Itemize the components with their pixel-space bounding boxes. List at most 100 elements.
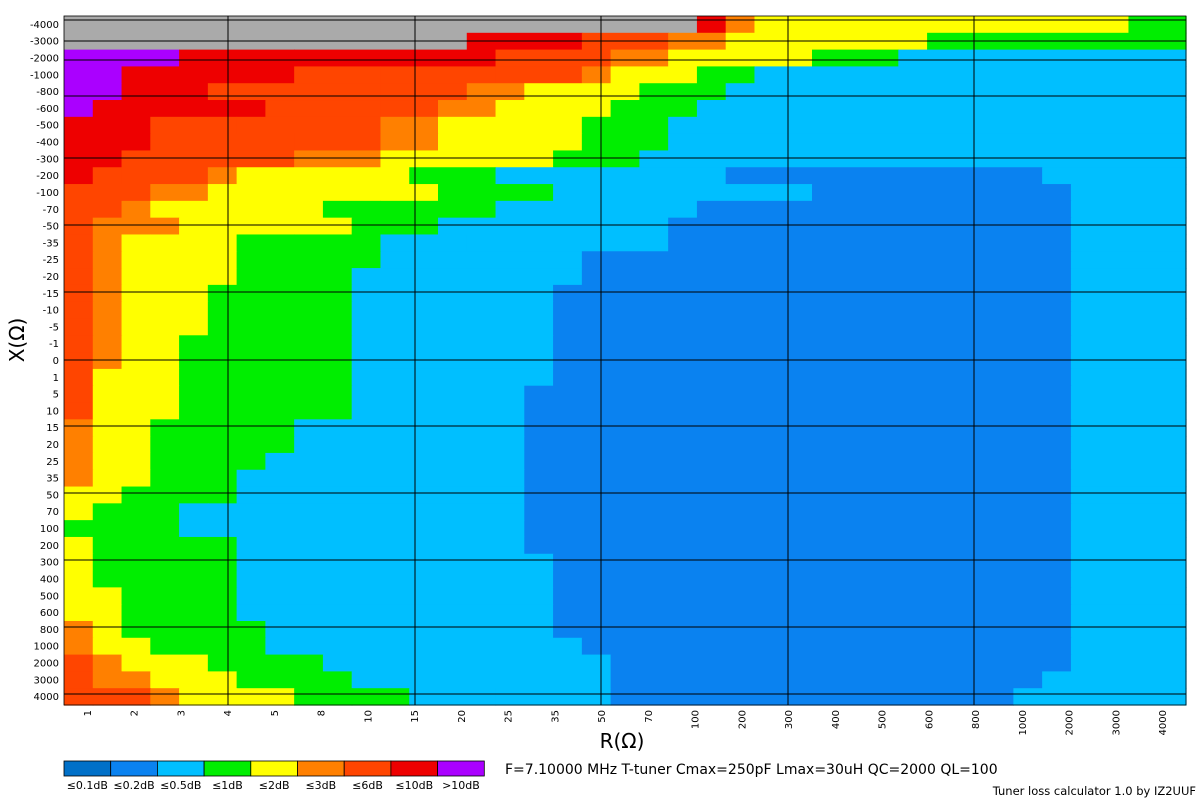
heatmap-cell bbox=[409, 268, 583, 286]
heatmap-cell bbox=[553, 553, 1072, 572]
heatmap-cell bbox=[898, 16, 1130, 34]
heatmap-cell bbox=[64, 301, 94, 320]
heatmap-cell bbox=[1070, 284, 1187, 303]
heatmap-cell bbox=[121, 335, 151, 353]
heatmap-cell bbox=[92, 486, 123, 504]
heatmap-cell bbox=[150, 335, 180, 353]
heatmap-cell bbox=[179, 570, 238, 588]
heatmap-cells bbox=[63, 15, 1187, 706]
heatmap-cell bbox=[64, 654, 94, 672]
heatmap-cell bbox=[553, 184, 640, 202]
heatmap-cell bbox=[64, 167, 94, 185]
heatmap-cell bbox=[409, 436, 525, 454]
heatmap-cell bbox=[121, 503, 180, 521]
heatmap-cell bbox=[351, 268, 410, 286]
x-tick-label: 50 bbox=[597, 710, 608, 723]
heatmap-cell bbox=[236, 604, 410, 622]
legend-swatch bbox=[110, 760, 158, 777]
legend-swatch bbox=[390, 760, 438, 777]
heatmap-cell bbox=[121, 301, 151, 320]
heatmap-cell bbox=[524, 469, 1072, 488]
legend-swatch bbox=[63, 760, 112, 777]
heatmap-cell bbox=[639, 83, 727, 101]
heatmap-cell bbox=[380, 167, 410, 185]
heatmap-cell bbox=[121, 83, 209, 101]
heatmap-cell bbox=[150, 587, 238, 605]
heatmap-cell bbox=[121, 352, 151, 370]
x-tick-label: 25 bbox=[504, 710, 515, 723]
heatmap-cell bbox=[121, 452, 151, 471]
heatmap-cell bbox=[495, 66, 583, 84]
heatmap-cell bbox=[121, 520, 180, 538]
heatmap-cell bbox=[121, 150, 180, 168]
heatmap-cell bbox=[409, 469, 525, 488]
heatmap-cell bbox=[294, 368, 353, 387]
heatmap-cell bbox=[351, 318, 410, 336]
heatmap-cell bbox=[1070, 604, 1187, 622]
heatmap-cell bbox=[1070, 301, 1187, 320]
heatmap-cell bbox=[725, 83, 1187, 101]
heatmap-cell bbox=[351, 352, 410, 370]
heatmap-cell bbox=[179, 368, 295, 387]
heatmap-cell bbox=[64, 520, 94, 538]
heatmap-cell bbox=[294, 234, 382, 252]
heatmap-cell bbox=[64, 368, 94, 387]
heatmap-cell bbox=[179, 637, 266, 656]
y-tick-label: 1000 bbox=[34, 642, 59, 653]
heatmap-cell bbox=[150, 452, 209, 471]
y-tick-label: 3000 bbox=[34, 675, 59, 686]
heatmap-cell bbox=[610, 66, 698, 84]
y-tick-label: -50 bbox=[43, 222, 59, 233]
heatmap-cell bbox=[64, 452, 94, 471]
legend-label: ≤6dB bbox=[352, 779, 383, 792]
heatmap-cell bbox=[121, 368, 180, 387]
y-tick-label: -500 bbox=[36, 121, 59, 132]
heatmap-cell bbox=[64, 419, 94, 437]
y-tick-label: 35 bbox=[46, 474, 59, 485]
heatmap-cell bbox=[207, 200, 324, 219]
heatmap-cell bbox=[1070, 452, 1187, 471]
heatmap-cell bbox=[236, 570, 410, 588]
heatmap-cell bbox=[92, 251, 123, 269]
x-tick-label: 4000 bbox=[1158, 710, 1169, 735]
heatmap-cell bbox=[92, 100, 151, 118]
heatmap-cell bbox=[92, 318, 123, 336]
heatmap-cell bbox=[294, 419, 410, 437]
heatmap-cell bbox=[179, 150, 295, 168]
heatmap-cell bbox=[438, 100, 497, 118]
heatmap-cell bbox=[92, 368, 123, 387]
heatmap-cell bbox=[64, 486, 94, 504]
y-tick-label: 70 bbox=[46, 507, 59, 518]
heatmap-cell bbox=[1070, 318, 1187, 336]
heatmap-cell bbox=[64, 318, 94, 336]
heatmap-cell bbox=[294, 66, 382, 84]
heatmap-cell bbox=[581, 116, 669, 135]
heatmap-cell bbox=[409, 536, 525, 555]
heatmap-cell bbox=[754, 66, 1187, 84]
heatmap-cell bbox=[64, 570, 94, 588]
x-tick-label: 800 bbox=[971, 710, 982, 729]
y-tick-label: 4000 bbox=[34, 692, 59, 703]
heatmap-cell bbox=[64, 251, 94, 269]
heatmap-cell bbox=[409, 570, 554, 588]
heatmap-cell bbox=[92, 200, 123, 219]
heatmap-cell bbox=[150, 620, 266, 639]
heatmap-cell bbox=[409, 452, 525, 471]
heatmap-cell bbox=[92, 520, 123, 538]
heatmap-cell bbox=[553, 368, 1072, 387]
heatmap-cell bbox=[1013, 688, 1187, 706]
heatmap-cell bbox=[64, 637, 94, 656]
heatmap-cell bbox=[1070, 486, 1187, 504]
heatmap-cell bbox=[150, 200, 209, 219]
heatmap-cell bbox=[1070, 335, 1187, 353]
heatmap-cell bbox=[121, 620, 151, 639]
heatmap-cell bbox=[64, 335, 94, 353]
heatmap-cell bbox=[380, 133, 439, 152]
heatmap-cell bbox=[92, 184, 151, 202]
heatmap-cell bbox=[64, 620, 94, 639]
heatmap-cell bbox=[121, 553, 180, 572]
heatmap-cell bbox=[438, 16, 698, 34]
legend-swatch bbox=[343, 760, 392, 777]
heatmap-cell bbox=[524, 83, 640, 101]
heatmap-cell bbox=[92, 452, 123, 471]
